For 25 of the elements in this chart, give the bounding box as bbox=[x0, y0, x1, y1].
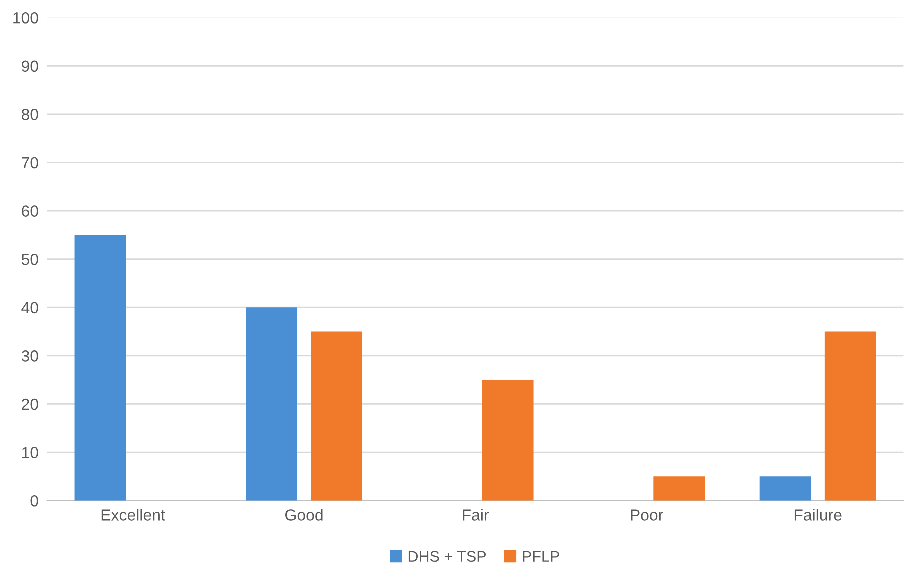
bar bbox=[760, 476, 812, 501]
y-tick-label: 50 bbox=[22, 254, 38, 266]
y-tick-label: 10 bbox=[22, 447, 38, 458]
legend-label: PFLP bbox=[523, 551, 560, 562]
y-tick-label: 30 bbox=[22, 350, 38, 362]
y-tick-label: 90 bbox=[22, 60, 38, 72]
x-tick-label: Poor bbox=[631, 510, 664, 521]
x-tick-label: Good bbox=[286, 509, 323, 521]
y-tick-label: 80 bbox=[22, 109, 38, 120]
bar bbox=[482, 380, 534, 501]
bar bbox=[246, 308, 298, 501]
y-tick-label: 20 bbox=[22, 398, 38, 410]
y-tick-label: 40 bbox=[22, 302, 38, 314]
bar bbox=[824, 332, 876, 501]
x-tick-label: Failure bbox=[794, 509, 842, 521]
y-tick-label: 100 bbox=[14, 12, 38, 24]
y-tick-label: 0 bbox=[30, 495, 38, 507]
x-tick-label: Excellent bbox=[102, 509, 166, 521]
bar bbox=[654, 476, 706, 501]
bar bbox=[311, 332, 363, 501]
y-tick-label: 60 bbox=[22, 206, 38, 217]
bar bbox=[74, 235, 126, 501]
x-tick-label: Fair bbox=[463, 509, 490, 521]
y-tick-label: 70 bbox=[22, 157, 38, 169]
legend-label: DHS + TSP bbox=[408, 551, 486, 562]
